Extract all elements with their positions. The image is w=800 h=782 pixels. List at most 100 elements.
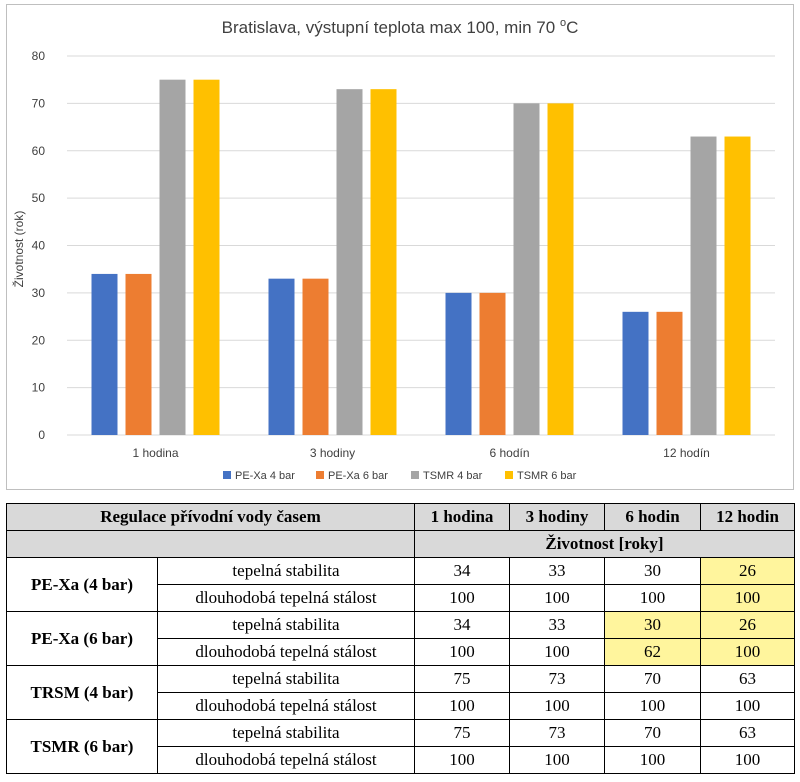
value-cell: 62 [604, 638, 701, 666]
group-label: PE-Xa (4 bar) [6, 557, 158, 612]
group-label: TSMR (6 bar) [6, 719, 158, 774]
value-cell: 100 [414, 584, 510, 612]
chart-panel: Bratislava, výstupní teplota max 100, mi… [6, 4, 794, 490]
value-cell: 100 [509, 746, 605, 774]
bar [91, 273, 118, 435]
x-tick-label: 12 hodín [663, 446, 710, 460]
value-cell: 33 [509, 611, 605, 639]
y-axis-label: Životnost (rok) [11, 211, 26, 288]
group-label: PE-Xa (6 bar) [6, 611, 158, 666]
table-subheader: Životnost [roky] [414, 530, 795, 558]
value-cell: 100 [700, 746, 795, 774]
column-header: 12 hodin [700, 503, 795, 531]
table-header-label: Regulace přívodní vody časem [6, 503, 415, 531]
column-header: 1 hodina [414, 503, 510, 531]
bar [547, 103, 574, 435]
row-label: tepelná stabilita [157, 611, 415, 639]
legend-label: PE-Xa 4 bar [235, 470, 295, 482]
column-header: 6 hodin [604, 503, 701, 531]
value-cell: 34 [414, 611, 510, 639]
value-cell: 30 [604, 611, 701, 639]
value-cell: 100 [509, 692, 605, 720]
value-cell: 63 [700, 719, 795, 747]
table-row: dlouhodobá tepelná stálost 100 100 100 100 [7, 584, 795, 612]
bar [370, 89, 397, 435]
x-tick-label: 1 hodina [132, 446, 178, 460]
bar [159, 79, 186, 435]
bar-chart: Bratislava, výstupní teplota max 100, mi… [11, 17, 775, 482]
value-cell: 100 [700, 692, 795, 720]
row-label: dlouhodobá tepelná stálost [157, 638, 415, 666]
legend-label: TSMR 6 bar [517, 470, 577, 482]
x-tick-label: 3 hodiny [310, 446, 355, 460]
legend-label: TSMR 4 bar [423, 470, 483, 482]
row-label: tepelná stabilita [157, 719, 415, 747]
value-cell: 100 [414, 692, 510, 720]
table-row: dlouhodobá tepelná stálost 100 100 62 100 [7, 638, 795, 666]
bar [302, 278, 329, 435]
lifetime-table: Regulace přívodní vody časem 1 hodina 3 ho… [6, 503, 795, 774]
bar [268, 278, 295, 435]
value-cell: 100 [700, 584, 795, 612]
value-cell: 73 [509, 719, 605, 747]
value-cell: 75 [414, 719, 510, 747]
y-tick-label: 60 [32, 144, 46, 158]
table-subheader-row: Životnost [roky] [6, 530, 795, 558]
bar [336, 89, 363, 435]
value-cell: 100 [509, 584, 605, 612]
bar [445, 292, 472, 435]
legend-swatch [223, 471, 231, 479]
bar [690, 136, 717, 435]
table-header-row: Regulace přívodní vody časem 1 hodina 3 ho… [6, 503, 795, 531]
group-label: TRSM (4 bar) [6, 665, 158, 720]
table-row: PE-Xa (4 bar) tepelná stabilita 34 33 30 26 [6, 557, 795, 612]
value-cell: 30 [604, 557, 701, 585]
column-header: 3 hodiny [509, 503, 605, 531]
bar [656, 311, 683, 435]
value-cell: 26 [700, 557, 795, 585]
value-cell: 70 [604, 719, 701, 747]
value-cell: 100 [700, 638, 795, 666]
row-label: dlouhodobá tepelná stálost [157, 746, 415, 774]
value-cell: 100 [604, 746, 701, 774]
y-tick-label: 10 [32, 381, 46, 395]
value-cell: 34 [414, 557, 510, 585]
row-label: tepelná stabilita [157, 557, 415, 585]
bar [622, 311, 649, 435]
y-tick-label: 50 [32, 191, 46, 205]
legend-swatch [505, 471, 513, 479]
blank-header-cell [6, 530, 415, 558]
y-tick-label: 30 [32, 286, 46, 300]
y-tick-label: 0 [38, 428, 45, 442]
bar [513, 103, 540, 435]
value-cell: 33 [509, 557, 605, 585]
table-row: TRSM (4 bar) tepelná stabilita 75 73 70 63 [6, 665, 795, 720]
x-tick-label: 6 hodín [489, 446, 529, 460]
chart-title: Bratislava, výstupní teplota max 100, mi… [222, 17, 579, 37]
value-cell: 70 [604, 665, 701, 693]
table-row: TSMR (6 bar) tepelná stabilita 75 73 70 63 [6, 719, 795, 774]
table-row: dlouhodobá tepelná stálost 100 100 100 100 [7, 746, 795, 774]
y-tick-label: 80 [32, 49, 46, 63]
value-cell: 63 [700, 665, 795, 693]
value-cell: 100 [604, 584, 701, 612]
value-cell: 100 [414, 638, 510, 666]
value-cell: 75 [414, 665, 510, 693]
bar [193, 79, 220, 435]
value-cell: 100 [509, 638, 605, 666]
row-label: dlouhodobá tepelná stálost [157, 584, 415, 612]
legend-label: PE-Xa 6 bar [328, 470, 388, 482]
legend-swatch [316, 471, 324, 479]
table-row: dlouhodobá tepelná stálost 100 100 100 100 [7, 692, 795, 720]
y-tick-label: 70 [32, 96, 46, 110]
row-label: dlouhodobá tepelná stálost [157, 692, 415, 720]
bar [479, 292, 506, 435]
bar [125, 273, 152, 435]
value-cell: 73 [509, 665, 605, 693]
value-cell: 100 [604, 692, 701, 720]
table-row: PE-Xa (6 bar) tepelná stabilita 34 33 30 26 [6, 611, 795, 666]
bar [724, 136, 751, 435]
value-cell: 100 [414, 746, 510, 774]
legend-swatch [411, 471, 419, 479]
y-tick-label: 20 [32, 333, 46, 347]
